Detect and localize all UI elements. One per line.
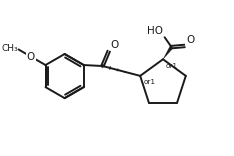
Text: O: O <box>27 52 35 62</box>
Text: O: O <box>110 40 118 50</box>
Text: CH₃: CH₃ <box>1 44 18 54</box>
Polygon shape <box>163 46 173 59</box>
Text: or1: or1 <box>143 79 155 85</box>
Text: HO: HO <box>147 26 163 36</box>
Text: or1: or1 <box>165 63 177 69</box>
Text: O: O <box>186 34 194 44</box>
